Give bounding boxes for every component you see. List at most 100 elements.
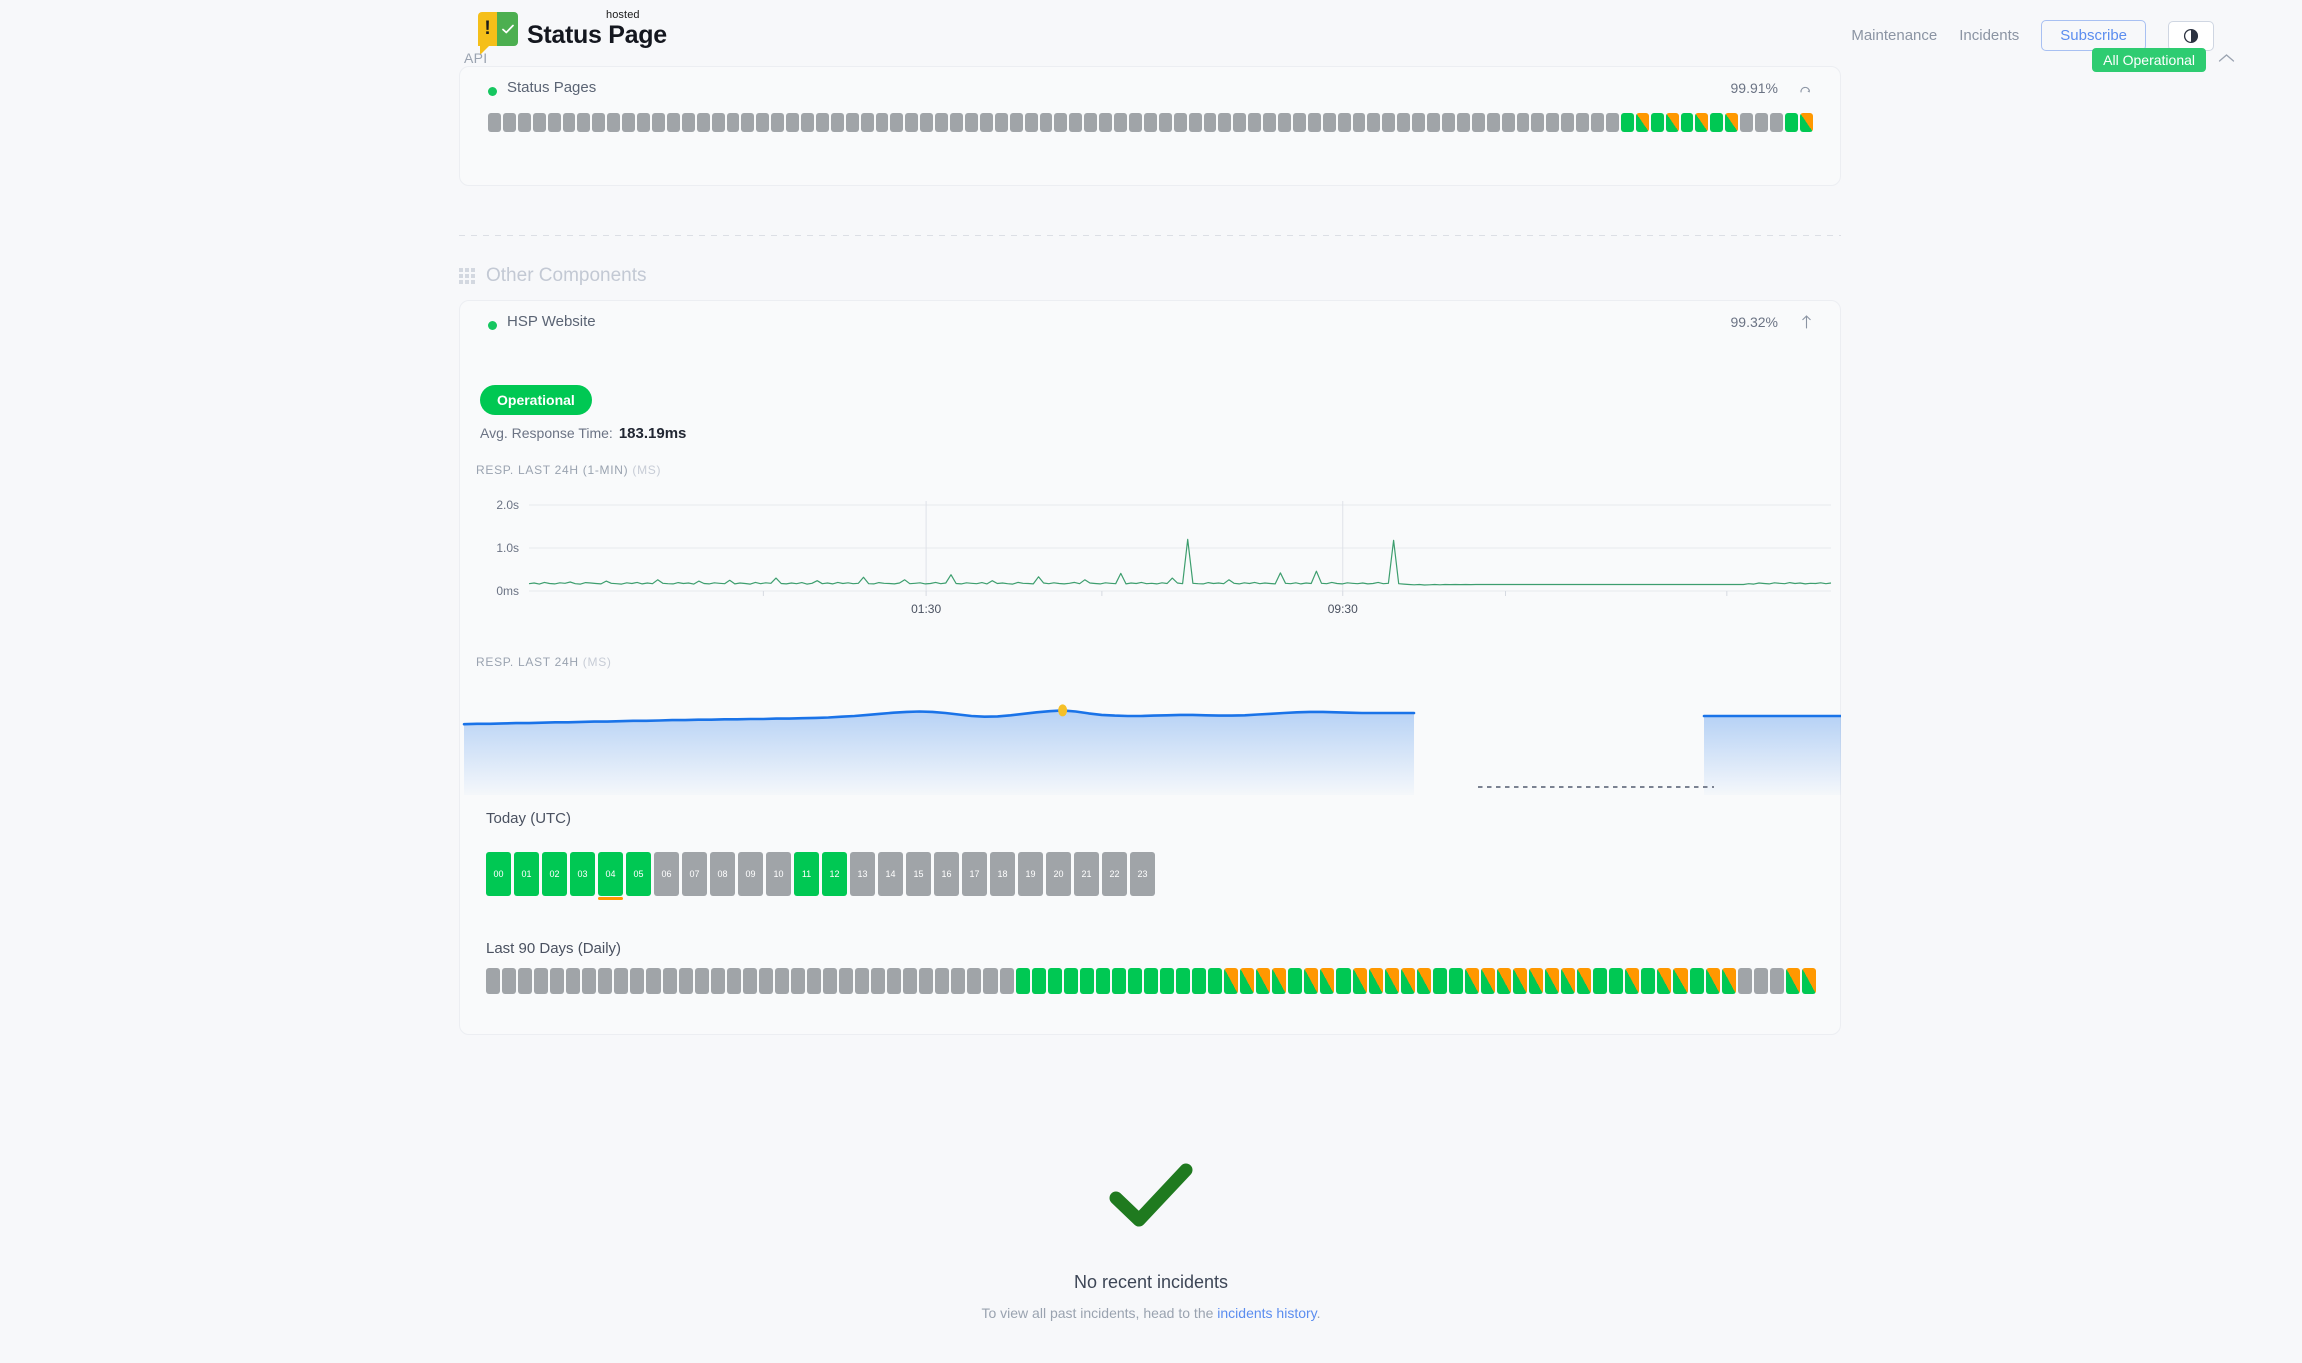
nav-maintenance[interactable]: Maintenance bbox=[1851, 27, 1938, 44]
day-bar[interactable] bbox=[855, 968, 870, 994]
day-bar[interactable] bbox=[806, 968, 821, 994]
uptime-bar[interactable] bbox=[1531, 113, 1545, 132]
day-bar[interactable] bbox=[1015, 968, 1030, 994]
uptime-bar[interactable] bbox=[1799, 113, 1813, 132]
day-bar[interactable] bbox=[1384, 968, 1399, 994]
uptime-bar[interactable] bbox=[875, 113, 889, 132]
uptime-bar[interactable] bbox=[1650, 113, 1664, 132]
hour-block[interactable]: 23 bbox=[1130, 852, 1155, 896]
uptime-bar[interactable] bbox=[950, 113, 963, 132]
uptime-bar[interactable] bbox=[1769, 113, 1783, 132]
uptime-bar[interactable] bbox=[1561, 113, 1575, 132]
hour-block[interactable]: 05 bbox=[626, 852, 651, 896]
response-line-chart[interactable]: 2.0s 1.0s 0ms 01:30 09:30 bbox=[459, 495, 1841, 616]
hour-block[interactable]: 17 bbox=[962, 852, 987, 896]
day-bar[interactable] bbox=[1176, 968, 1191, 994]
uptime-bar[interactable] bbox=[935, 113, 949, 132]
uptime-bar[interactable] bbox=[905, 113, 919, 132]
uptime-bar[interactable] bbox=[815, 113, 829, 132]
day-bar[interactable] bbox=[1625, 968, 1640, 994]
day-bar[interactable] bbox=[726, 968, 741, 994]
hour-block[interactable]: 22 bbox=[1102, 852, 1127, 896]
day-bar[interactable] bbox=[1288, 968, 1303, 994]
day-bar[interactable] bbox=[1400, 968, 1415, 994]
day-bar[interactable] bbox=[486, 968, 501, 994]
day-bar[interactable] bbox=[999, 968, 1014, 994]
day-bar[interactable] bbox=[790, 968, 805, 994]
day-bar[interactable] bbox=[534, 968, 549, 994]
hour-block[interactable]: 08 bbox=[710, 852, 735, 896]
uptime-bar[interactable] bbox=[1442, 113, 1455, 132]
uptime-bar[interactable] bbox=[696, 113, 710, 132]
uptime-bar[interactable] bbox=[562, 113, 576, 132]
uptime-bar[interactable] bbox=[845, 113, 859, 132]
day-bar[interactable] bbox=[983, 968, 998, 994]
day-bar[interactable] bbox=[1159, 968, 1175, 994]
uptime-bar[interactable] bbox=[1143, 113, 1157, 132]
hour-block[interactable]: 03 bbox=[570, 852, 595, 896]
uptime-bar[interactable] bbox=[1501, 113, 1515, 132]
uptime-bar[interactable] bbox=[1278, 113, 1291, 132]
uptime-bar[interactable] bbox=[1635, 113, 1649, 132]
uptime-bar[interactable] bbox=[801, 113, 814, 132]
hour-block[interactable]: 15 bbox=[906, 852, 931, 896]
hour-block[interactable]: 01 bbox=[514, 852, 539, 896]
uptime-bar[interactable] bbox=[1188, 113, 1202, 132]
uptime-bar[interactable] bbox=[756, 113, 770, 132]
hour-block[interactable]: 11 bbox=[794, 852, 819, 896]
day-bar[interactable] bbox=[614, 968, 629, 994]
uptime-bar[interactable] bbox=[1039, 113, 1053, 132]
day-bar[interactable] bbox=[1320, 968, 1335, 994]
uptime-bar[interactable] bbox=[1069, 113, 1083, 132]
uptime-bar[interactable] bbox=[577, 113, 591, 132]
uptime-bar[interactable] bbox=[1024, 113, 1038, 132]
uptime-bar[interactable] bbox=[786, 113, 800, 132]
uptime-bar[interactable] bbox=[592, 113, 606, 132]
hour-block[interactable]: 06 bbox=[654, 852, 679, 896]
day-bar[interactable] bbox=[1047, 968, 1062, 994]
day-bar[interactable] bbox=[1127, 968, 1142, 994]
day-bar[interactable] bbox=[903, 968, 918, 994]
last-90-days-bar-strip[interactable] bbox=[486, 968, 1816, 994]
uptime-bar[interactable] bbox=[1680, 113, 1694, 132]
day-bar[interactable] bbox=[1657, 968, 1672, 994]
day-bar[interactable] bbox=[1352, 968, 1367, 994]
brand-logo[interactable]: ! hosted Status Page bbox=[478, 9, 667, 55]
day-bar[interactable] bbox=[1336, 968, 1351, 994]
day-bar[interactable] bbox=[919, 968, 934, 994]
status-pages-bar-strip[interactable] bbox=[460, 113, 1840, 132]
day-bar[interactable] bbox=[1705, 968, 1720, 994]
uptime-bar[interactable] bbox=[1158, 113, 1172, 132]
response-area-chart[interactable] bbox=[459, 690, 1843, 800]
day-bar[interactable] bbox=[1031, 968, 1046, 994]
day-bar[interactable] bbox=[1593, 968, 1608, 994]
uptime-bar[interactable] bbox=[979, 113, 993, 132]
day-bar[interactable] bbox=[1545, 968, 1560, 994]
day-bar[interactable] bbox=[694, 968, 709, 994]
uptime-bar[interactable] bbox=[1456, 113, 1470, 132]
day-bar[interactable] bbox=[1609, 968, 1624, 994]
uptime-bar[interactable] bbox=[1009, 113, 1023, 132]
uptime-bar[interactable] bbox=[1114, 113, 1127, 132]
uptime-bar[interactable] bbox=[1486, 113, 1500, 132]
uptime-bar[interactable] bbox=[488, 113, 501, 132]
expand-arrow-icon[interactable] bbox=[1799, 81, 1812, 99]
subscribe-button[interactable]: Subscribe bbox=[2041, 20, 2146, 51]
hour-block[interactable]: 18 bbox=[990, 852, 1015, 896]
uptime-bar[interactable] bbox=[1173, 113, 1187, 132]
hour-block[interactable]: 04 bbox=[598, 852, 623, 900]
day-bar[interactable] bbox=[1689, 968, 1704, 994]
day-bar[interactable] bbox=[582, 968, 597, 994]
uptime-bar[interactable] bbox=[1099, 113, 1113, 132]
uptime-bar[interactable] bbox=[517, 113, 531, 132]
uptime-bar[interactable] bbox=[547, 113, 561, 132]
day-bar[interactable] bbox=[1272, 968, 1287, 994]
uptime-bar[interactable] bbox=[1084, 113, 1098, 132]
hour-block[interactable]: 10 bbox=[766, 852, 791, 896]
uptime-bar[interactable] bbox=[1576, 113, 1590, 132]
uptime-bar[interactable] bbox=[771, 113, 785, 132]
day-bar[interactable] bbox=[646, 968, 661, 994]
day-bar[interactable] bbox=[935, 968, 950, 994]
hour-block[interactable]: 21 bbox=[1074, 852, 1099, 896]
day-bar[interactable] bbox=[1721, 968, 1736, 994]
